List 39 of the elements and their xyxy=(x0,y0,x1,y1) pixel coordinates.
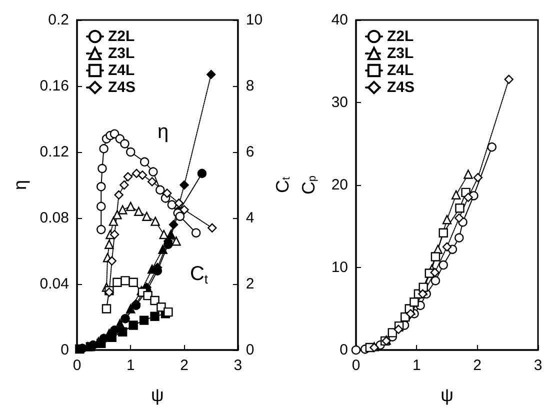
annotation: η xyxy=(157,121,169,144)
legend-label: Z3L xyxy=(108,45,135,62)
legend-label: Z4S xyxy=(108,79,136,96)
y-tick-label: 30 xyxy=(331,94,348,111)
legend-label: Z2L xyxy=(108,28,135,45)
x-tick-label: 1 xyxy=(126,357,135,374)
y-tick-label: 20 xyxy=(331,176,348,194)
y-axis-title: η xyxy=(10,180,30,190)
legend-label: Z2L xyxy=(387,28,414,45)
y-tick-label: 10 xyxy=(331,259,348,276)
y-tick-label: 40 xyxy=(331,12,348,28)
y-axis-title: Cp xyxy=(298,175,318,195)
y2-tick-label: 2 xyxy=(246,276,254,292)
y2-tick-label: 4 xyxy=(246,210,254,226)
y-tick-label: 0.04 xyxy=(40,276,69,292)
x-tick-label: 1 xyxy=(412,357,421,374)
y-tick-label: 0.2 xyxy=(48,12,69,28)
x-tick-label: 2 xyxy=(180,357,188,374)
y-tick-label: 0.12 xyxy=(40,144,69,160)
y2-axis-title: Ct xyxy=(272,176,292,194)
y2-tick-label: 0 xyxy=(246,342,254,358)
legend-label: Z4L xyxy=(387,62,414,79)
y-tick-label: 0 xyxy=(340,342,348,358)
y-tick-label: 0.08 xyxy=(40,210,69,226)
y-tick-label: 0.16 xyxy=(40,78,69,94)
legend-label: Z3L xyxy=(387,45,414,62)
x-tick-label: 0 xyxy=(352,357,360,374)
y-tick-label: 0 xyxy=(60,342,69,358)
legend-label: Z4L xyxy=(108,62,135,79)
y2-tick-label: 6 xyxy=(246,144,254,160)
y2-tick-label: 10 xyxy=(246,12,263,28)
x-axis-title: ψ xyxy=(440,385,454,405)
x-tick-label: 3 xyxy=(534,357,542,374)
x-tick-label: 2 xyxy=(473,357,482,374)
y2-tick-label: 8 xyxy=(246,78,254,94)
x-axis-title: ψ xyxy=(151,385,164,405)
x-tick-label: 3 xyxy=(234,357,242,374)
x-tick-label: 0 xyxy=(72,357,82,374)
legend-label: Z4S xyxy=(387,79,415,96)
